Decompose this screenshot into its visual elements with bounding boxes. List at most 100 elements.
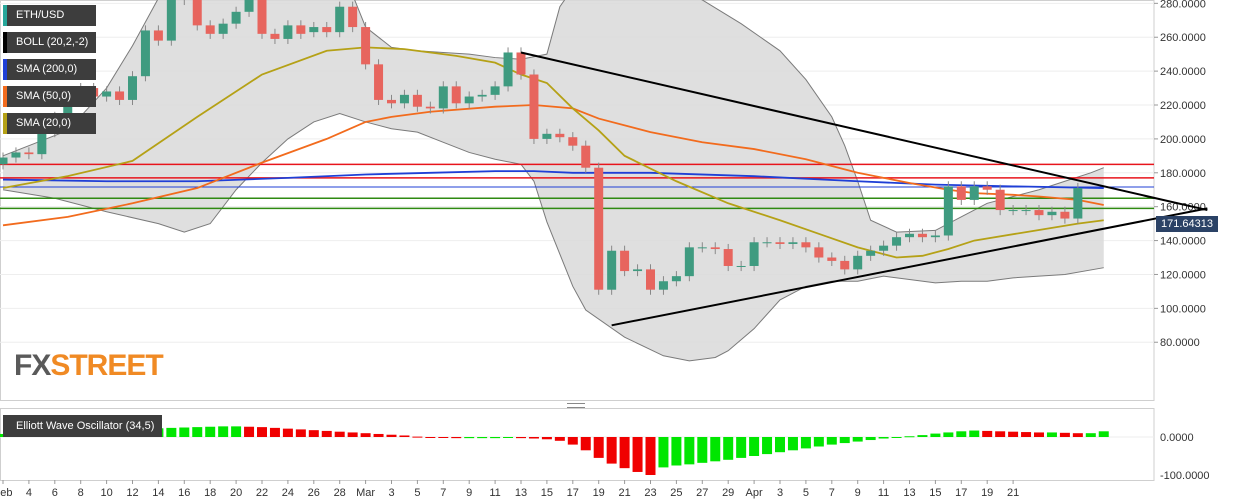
pane-splitter-handle[interactable] bbox=[567, 403, 585, 408]
candle-body bbox=[866, 250, 876, 256]
candle-body bbox=[218, 23, 228, 34]
legend-label: SMA (50,0) bbox=[16, 90, 72, 102]
candle-body bbox=[917, 233, 927, 238]
legend-item[interactable]: SMA (50,0) bbox=[3, 86, 97, 107]
bollinger-lower-line bbox=[2, 112, 1104, 362]
x-tick-label: Feb bbox=[0, 487, 12, 499]
osc-bar bbox=[710, 437, 721, 462]
candle-body bbox=[853, 255, 863, 270]
x-tick-label: 19 bbox=[981, 487, 993, 499]
x-tick-label: 7 bbox=[440, 487, 446, 499]
osc-bar bbox=[360, 433, 371, 437]
y-tick-label: 280.0000 bbox=[1160, 0, 1206, 10]
osc-bar bbox=[956, 431, 967, 437]
candle-body bbox=[982, 186, 992, 190]
x-tick-label: 9 bbox=[466, 487, 472, 499]
osc-bar bbox=[787, 437, 798, 451]
candle-body bbox=[827, 257, 837, 261]
candle-body bbox=[348, 6, 358, 28]
candle-body bbox=[581, 145, 591, 168]
candle-body bbox=[102, 91, 112, 97]
logo-fx: FX bbox=[14, 349, 51, 382]
candle-body bbox=[1008, 210, 1018, 212]
candle-body bbox=[723, 249, 733, 266]
osc-bar bbox=[878, 437, 889, 439]
x-tick-label: 13 bbox=[903, 487, 915, 499]
osc-bar bbox=[839, 437, 850, 444]
y-tick-label: 200.0000 bbox=[1160, 134, 1206, 146]
candle-body bbox=[24, 152, 34, 155]
candle-body bbox=[37, 132, 47, 155]
candle-body bbox=[542, 133, 552, 139]
osc-bar bbox=[800, 437, 811, 449]
candle-body bbox=[788, 242, 798, 244]
x-tick-label: 24 bbox=[282, 487, 294, 499]
candle-body bbox=[892, 237, 902, 246]
x-tick-label: 7 bbox=[829, 487, 835, 499]
osc-bar bbox=[826, 437, 837, 445]
osc-bar bbox=[412, 436, 423, 438]
osc-bar bbox=[891, 437, 902, 438]
x-tick-label: 4 bbox=[26, 487, 32, 499]
candle-body bbox=[568, 137, 578, 146]
osc-bar bbox=[671, 437, 682, 466]
candle-body bbox=[153, 30, 163, 41]
candle-body bbox=[309, 27, 319, 33]
x-tick-label: 13 bbox=[515, 487, 527, 499]
osc-bar bbox=[995, 431, 1006, 437]
osc-bar bbox=[1059, 432, 1070, 437]
candle-body bbox=[516, 52, 526, 75]
candle-body bbox=[658, 281, 668, 290]
osc-bar bbox=[503, 437, 514, 438]
osc-bar bbox=[632, 437, 643, 472]
candle-body bbox=[477, 94, 487, 97]
osc-bar bbox=[282, 428, 293, 437]
candle-body bbox=[801, 242, 811, 248]
legend-item[interactable]: SMA (20,0) bbox=[3, 113, 97, 134]
candle-body bbox=[607, 250, 617, 290]
osc-bar bbox=[619, 437, 630, 469]
candle-body bbox=[1021, 210, 1031, 212]
osc-bar bbox=[1021, 432, 1032, 437]
candle-body bbox=[814, 247, 824, 258]
candle-body bbox=[115, 91, 125, 100]
osc-bar bbox=[775, 437, 785, 453]
legend-label: SMA (200,0) bbox=[16, 63, 78, 75]
osc-bar bbox=[438, 437, 449, 438]
osc-bar bbox=[917, 435, 928, 437]
legend-item[interactable]: SMA (200,0) bbox=[3, 59, 97, 80]
candle-body bbox=[270, 33, 280, 39]
x-tick-label: Mar bbox=[356, 487, 375, 499]
osc-bar bbox=[1085, 433, 1096, 437]
osc-bar bbox=[1008, 431, 1019, 437]
candle-body bbox=[775, 242, 785, 244]
x-tick-label: 11 bbox=[489, 487, 500, 499]
legend-item[interactable]: BOLL (20,2,-2) bbox=[3, 32, 97, 53]
x-tick-label: 3 bbox=[388, 487, 394, 499]
x-tick-label: 5 bbox=[803, 487, 809, 499]
osc-bar bbox=[451, 437, 462, 439]
x-tick-label: 5 bbox=[414, 487, 420, 499]
candle-body bbox=[231, 11, 241, 24]
oscillator-pane-frame bbox=[0, 408, 1155, 481]
osc-bar bbox=[477, 437, 488, 439]
candle-body bbox=[646, 269, 655, 290]
osc-bar bbox=[541, 437, 552, 440]
x-tick-label: Apr bbox=[746, 487, 763, 499]
x-tick-label: 25 bbox=[670, 487, 682, 499]
osc-bar bbox=[269, 427, 280, 437]
x-tick-label: 3 bbox=[777, 487, 783, 499]
osc-bar bbox=[554, 437, 565, 441]
candle-body bbox=[930, 235, 940, 238]
logo-street: STREET bbox=[50, 349, 163, 382]
candle-body bbox=[296, 25, 306, 34]
legend-item[interactable]: ETH/USD bbox=[3, 5, 97, 26]
x-tick-label: 14 bbox=[152, 487, 164, 499]
candle-body bbox=[594, 167, 604, 290]
candle-body bbox=[620, 250, 630, 272]
candle-body bbox=[943, 186, 953, 236]
candle-body bbox=[438, 86, 448, 109]
osc-bar bbox=[658, 437, 669, 468]
osc-bar bbox=[386, 434, 397, 437]
